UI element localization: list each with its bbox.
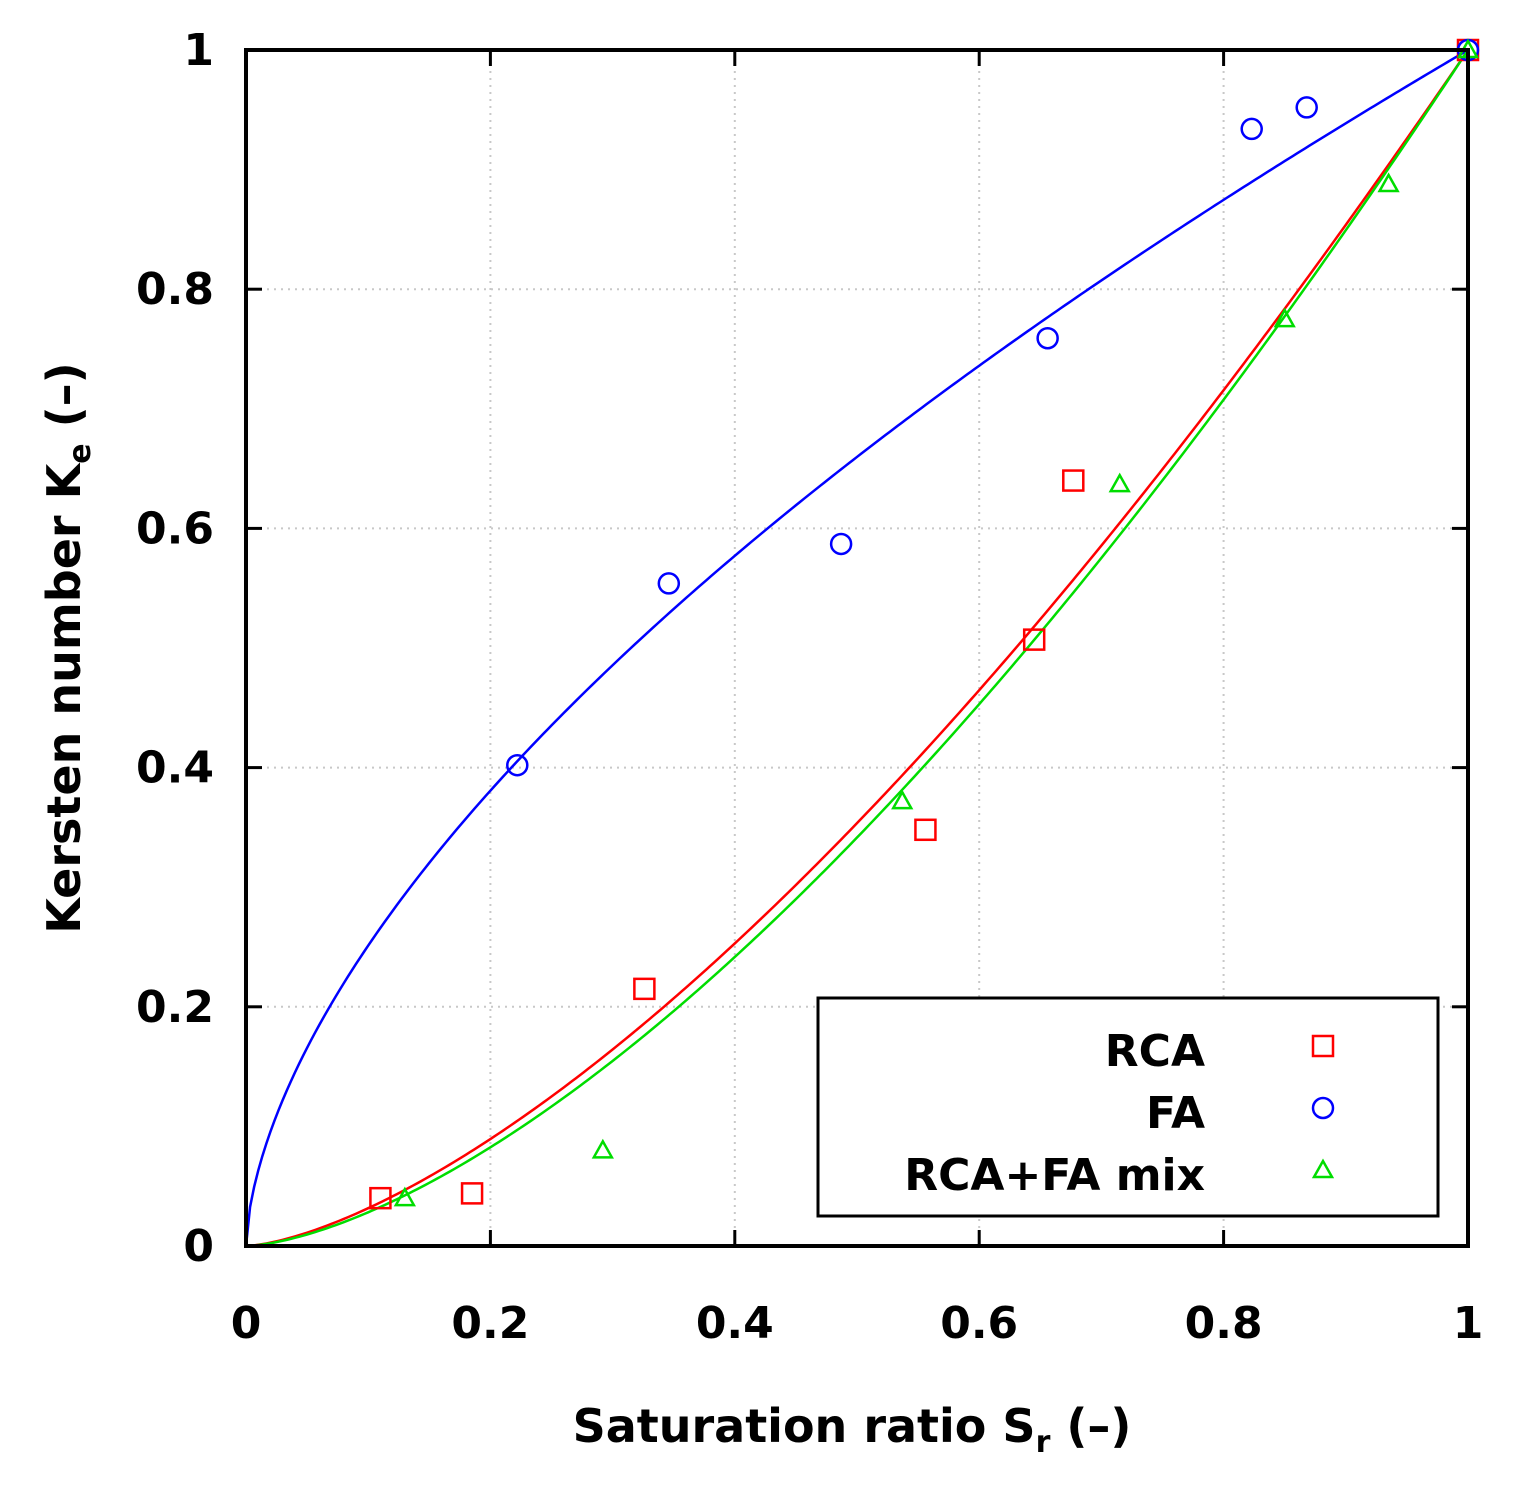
y-tick-label: 0.2 bbox=[136, 982, 214, 1033]
y-tick-label: 0 bbox=[183, 1221, 214, 1272]
rca-fa-mix-point bbox=[393, 1186, 416, 1207]
y-axis-title-main: Kersten number K bbox=[37, 461, 91, 933]
x-tick-label: 0.2 bbox=[451, 1298, 529, 1349]
rca-point bbox=[369, 1186, 392, 1210]
tick-labels: 0 0.2 0.4 0.6 0.8 1 0 0.2 0.4 0.6 0.8 1 bbox=[136, 25, 1483, 1349]
y-axis-title-sub: e bbox=[63, 443, 98, 463]
rca-fa-mix-point bbox=[891, 789, 914, 810]
legend-marker-fa bbox=[1311, 1096, 1335, 1120]
legend-box bbox=[816, 996, 1440, 1218]
axis-ticks bbox=[244, 48, 1470, 1248]
legend-label-rca-fa-mix: RCA+FA mix bbox=[904, 1150, 1205, 1201]
fa-point bbox=[1295, 96, 1318, 119]
rca-point bbox=[914, 818, 937, 842]
plot-frame bbox=[244, 48, 1470, 1248]
fa-point bbox=[1036, 326, 1059, 350]
fa-point bbox=[829, 532, 853, 556]
fa-point bbox=[506, 753, 529, 777]
rca-point bbox=[1022, 628, 1046, 651]
x-axis-title-unit: (–) bbox=[1050, 1399, 1131, 1453]
rca-fa-mix-point bbox=[591, 1138, 614, 1159]
x-tick-label: 0.6 bbox=[940, 1298, 1018, 1349]
legend-marker-rca-fa-mix bbox=[1311, 1158, 1335, 1179]
x-axis-title-main: Saturation ratio S bbox=[573, 1399, 1036, 1453]
legend-marker-rca bbox=[1311, 1034, 1335, 1058]
rca-fa-mix-point bbox=[1377, 172, 1400, 193]
x-tick-label: 0.8 bbox=[1185, 1298, 1263, 1349]
y-axis-title: Kersten number Ke (–) bbox=[37, 362, 98, 933]
fa-point bbox=[1240, 117, 1263, 141]
fit-curve-rca bbox=[245, 49, 1470, 1248]
rca-fa-mix-point bbox=[1273, 307, 1296, 328]
rca-point bbox=[633, 977, 656, 1001]
rca-point bbox=[1062, 469, 1085, 492]
x-axis-title-sub: r bbox=[1036, 1425, 1051, 1460]
x-tick-label: 0 bbox=[231, 1298, 262, 1349]
rca-point bbox=[460, 1182, 484, 1205]
y-tick-label: 0.8 bbox=[136, 264, 214, 315]
x-tick-label: 0.4 bbox=[696, 1298, 774, 1349]
y-tick-label: 0.6 bbox=[136, 503, 214, 554]
legend-label-rca: RCA bbox=[1105, 1026, 1205, 1077]
fa-point bbox=[657, 572, 681, 595]
fit-curves bbox=[244, 48, 1470, 1248]
fit-curve-rca-fa-mix bbox=[245, 49, 1470, 1248]
rca-fa-mix-point bbox=[1108, 472, 1131, 493]
y-tick-label: 1 bbox=[183, 25, 214, 76]
y-axis-title-unit: (–) bbox=[37, 362, 91, 443]
x-axis-title: Saturation ratio Sr (–) bbox=[573, 1399, 1132, 1460]
legend: RCA FA RCA+FA mix bbox=[816, 996, 1440, 1218]
x-tick-label: 1 bbox=[1453, 1298, 1484, 1349]
y-tick-label: 0.4 bbox=[136, 743, 214, 794]
fit-curve-fa bbox=[244, 48, 1469, 1247]
legend-label-fa: FA bbox=[1146, 1088, 1205, 1139]
